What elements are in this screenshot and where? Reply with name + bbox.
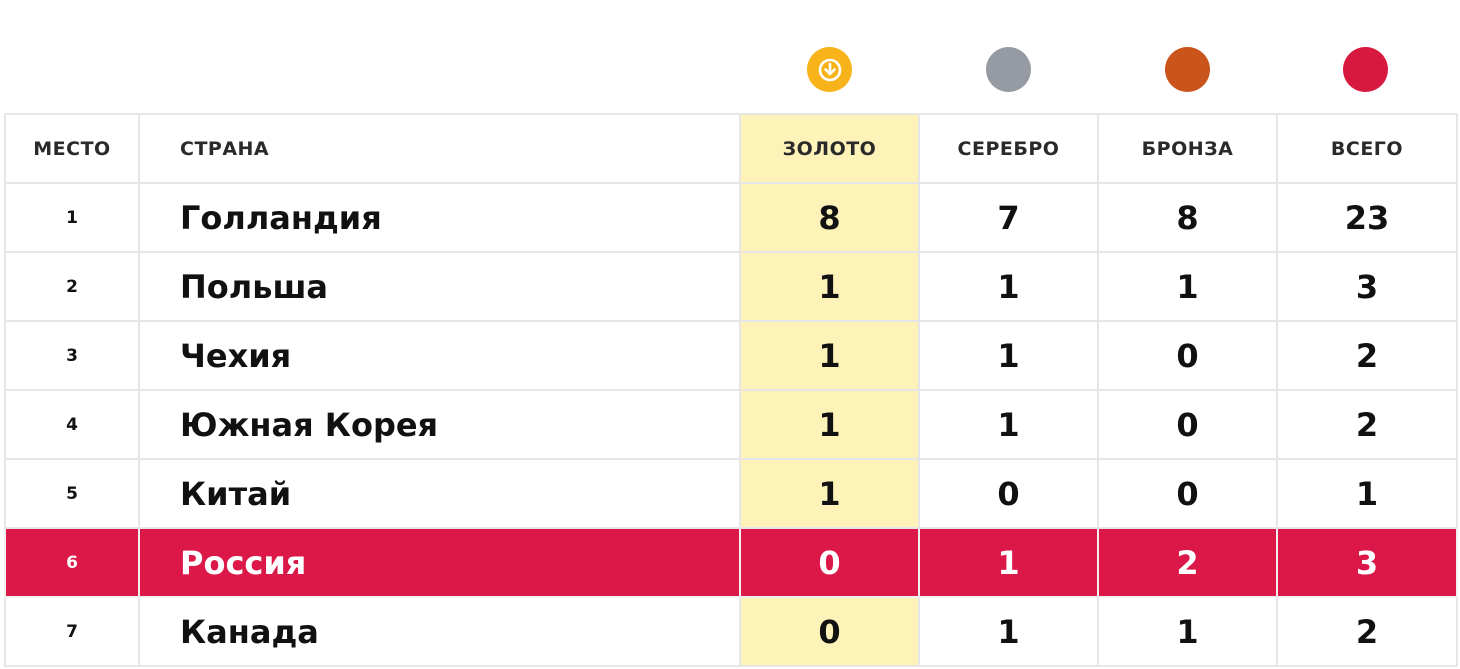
table-header-row: МЕСТО СТРАНА ЗОЛОТО СЕРЕБРО БРОНЗА ВСЕГО: [4, 113, 1458, 184]
total-cell: 2: [1276, 389, 1458, 460]
table-row: 1 Голландия 8 7 8 23: [4, 182, 1458, 253]
gold-cell: 1: [739, 389, 920, 460]
table-row: 6 Россия 0 1 2 3: [4, 527, 1458, 598]
place-cell: 5: [4, 458, 140, 529]
place-cell: 7: [4, 596, 140, 667]
table-row: 3 Чехия 1 1 0 2: [4, 320, 1458, 391]
header-place[interactable]: МЕСТО: [4, 113, 140, 184]
country-cell: Россия: [138, 527, 741, 598]
country-cell: Польша: [138, 251, 741, 322]
total-cell: 3: [1276, 527, 1458, 598]
header-country[interactable]: СТРАНА: [138, 113, 741, 184]
bronze-cell: 2: [1097, 527, 1278, 598]
silver-cell: 0: [918, 458, 1099, 529]
total-cell: 1: [1276, 458, 1458, 529]
header-silver[interactable]: СЕРЕБРО: [918, 113, 1099, 184]
gold-cell: 8: [739, 182, 920, 253]
country-cell: Китай: [138, 458, 741, 529]
bronze-cell: 1: [1097, 251, 1278, 322]
medal-standings-table: МЕСТО СТРАНА ЗОЛОТО СЕРЕБРО БРОНЗА ВСЕГО…: [4, 113, 1458, 667]
country-cell: Голландия: [138, 182, 741, 253]
header-gold[interactable]: ЗОЛОТО: [739, 113, 920, 184]
total-cell: 2: [1276, 320, 1458, 391]
bronze-cell: 0: [1097, 389, 1278, 460]
country-cell: Канада: [138, 596, 741, 667]
bronze-medal-icon: [1165, 47, 1210, 92]
gold-cell: 1: [739, 320, 920, 391]
place-cell: 3: [4, 320, 140, 391]
total-medal-icon: [1343, 47, 1388, 92]
bronze-cell: 0: [1097, 458, 1278, 529]
silver-cell: 1: [918, 527, 1099, 598]
table-row: 2 Польша 1 1 1 3: [4, 251, 1458, 322]
bronze-cell: 1: [1097, 596, 1278, 667]
table-row: 7 Канада 0 1 1 2: [4, 596, 1458, 667]
bronze-cell: 0: [1097, 320, 1278, 391]
header-total[interactable]: ВСЕГО: [1276, 113, 1458, 184]
gold-cell: 0: [739, 527, 920, 598]
arrow-down-circle-icon[interactable]: [807, 47, 852, 92]
table-row: 4 Южная Корея 1 1 0 2: [4, 389, 1458, 460]
country-cell: Чехия: [138, 320, 741, 391]
silver-cell: 1: [918, 389, 1099, 460]
total-cell: 2: [1276, 596, 1458, 667]
place-cell: 4: [4, 389, 140, 460]
header-bronze[interactable]: БРОНЗА: [1097, 113, 1278, 184]
place-cell: 1: [4, 182, 140, 253]
gold-cell: 1: [739, 458, 920, 529]
table-row: 5 Китай 1 0 0 1: [4, 458, 1458, 529]
arrow-down-glyph: [818, 58, 841, 81]
place-cell: 2: [4, 251, 140, 322]
gold-cell: 1: [739, 251, 920, 322]
country-cell: Южная Корея: [138, 389, 741, 460]
silver-medal-icon: [986, 47, 1031, 92]
silver-cell: 1: [918, 596, 1099, 667]
gold-cell: 0: [739, 596, 920, 667]
place-cell: 6: [4, 527, 140, 598]
silver-cell: 7: [918, 182, 1099, 253]
bronze-cell: 8: [1097, 182, 1278, 253]
total-cell: 23: [1276, 182, 1458, 253]
silver-cell: 1: [918, 320, 1099, 391]
silver-cell: 1: [918, 251, 1099, 322]
medal-icons-row: [0, 0, 1460, 114]
total-cell: 3: [1276, 251, 1458, 322]
